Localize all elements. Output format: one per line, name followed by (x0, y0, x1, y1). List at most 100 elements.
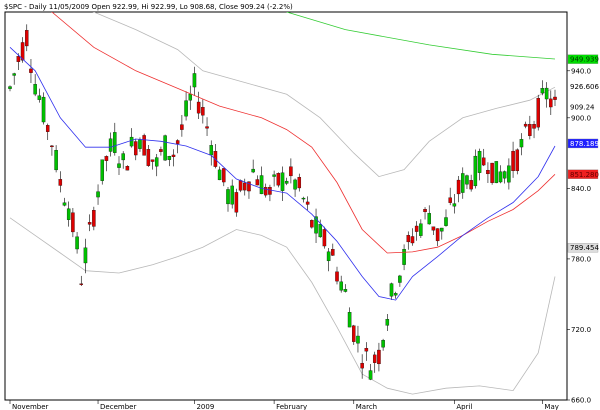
candle (255, 175, 260, 186)
candle (138, 137, 142, 152)
candle (146, 145, 151, 167)
candle-down-body (335, 271, 339, 282)
candle-up-body (12, 73, 16, 76)
candle-up-body (343, 289, 348, 292)
candle-down-body (486, 170, 490, 175)
candle (381, 338, 385, 351)
candle (410, 228, 415, 246)
y-tick-label: 940.0 (571, 67, 591, 75)
candle-down-body (263, 187, 268, 196)
candle-up-body (326, 251, 331, 262)
candle (402, 244, 406, 271)
candle-up-body (226, 189, 230, 205)
candle (448, 187, 452, 206)
moving-averages (9, 12, 556, 301)
candle-down-body (331, 249, 335, 256)
candle-down-body (146, 149, 151, 166)
candle-up-body (192, 73, 197, 88)
candle (280, 166, 285, 201)
candle-down-body (268, 186, 272, 195)
candle (104, 155, 109, 172)
candle (540, 80, 545, 96)
candle (213, 144, 218, 169)
candle-up-body (427, 213, 431, 225)
candle-down-body (87, 222, 92, 225)
candle (423, 207, 427, 220)
candle-up-body (113, 132, 117, 153)
candlesticks (8, 24, 557, 381)
candle (20, 37, 25, 63)
candle-down-body (377, 349, 381, 365)
candle-up-body (381, 340, 385, 348)
candle (108, 132, 113, 157)
price-badge: 909.24 (568, 102, 598, 112)
candle-up-body (33, 84, 37, 95)
candle (335, 266, 339, 285)
candle-down-body (406, 235, 411, 243)
candle-down-body (469, 180, 473, 190)
candle-down-body (360, 362, 364, 369)
candle (481, 148, 486, 167)
candle-down-body (92, 210, 96, 227)
candle-up-body (37, 95, 42, 100)
candle-down-body (549, 98, 553, 108)
candle (389, 282, 394, 300)
candle (205, 117, 209, 136)
candle-up-body (498, 171, 503, 183)
candle (100, 159, 104, 185)
candle-down-body (222, 168, 226, 183)
moving-average-blue-line (9, 47, 556, 301)
candle (66, 201, 71, 227)
candle (469, 174, 473, 192)
candle (385, 313, 390, 332)
candle (96, 184, 100, 205)
candle-up-body (385, 319, 390, 326)
candle (322, 226, 327, 249)
candle (226, 186, 230, 212)
candle (356, 325, 360, 353)
candle (452, 194, 457, 214)
candle (188, 85, 193, 110)
y-tick-label: 780.0 (571, 255, 591, 263)
candle-up-body (217, 169, 222, 181)
candle-down-body (423, 209, 427, 213)
candle-up-body (163, 135, 167, 161)
candle-down-body (150, 159, 155, 162)
candle-down-body (310, 220, 314, 228)
candle (175, 139, 180, 154)
candle-up-body (83, 247, 88, 264)
candle-down-body (364, 348, 369, 352)
candle (360, 354, 364, 379)
candle-up-body (75, 236, 79, 250)
candle-up-body (209, 145, 213, 156)
moving-average-red-line (51, 12, 556, 254)
candle-down-body (414, 225, 419, 232)
candle-up-body (100, 159, 104, 181)
candle-up-body (502, 171, 507, 179)
candle-up-body (188, 93, 193, 101)
price-badge-label: 851.280 (570, 171, 599, 179)
candle (331, 243, 335, 256)
candle (184, 91, 188, 121)
candle-up-body (544, 87, 549, 100)
candle (427, 205, 431, 225)
candle-up-body (62, 202, 67, 206)
candle-down-body (171, 154, 176, 157)
candle-up-body (314, 216, 318, 234)
candle-up-body (96, 191, 100, 198)
candle (121, 151, 125, 169)
candle (163, 134, 167, 161)
price-badge-box (568, 102, 598, 112)
candle-up-body (356, 335, 360, 344)
candle (75, 232, 79, 254)
candle (368, 364, 373, 381)
candle (234, 188, 239, 217)
candle (251, 159, 255, 174)
candle (297, 173, 302, 192)
candle-down-body (29, 68, 33, 73)
candle (549, 90, 553, 115)
candle-down-body (58, 179, 63, 186)
candle-up-body (230, 185, 234, 205)
candle-up-body (154, 157, 159, 167)
